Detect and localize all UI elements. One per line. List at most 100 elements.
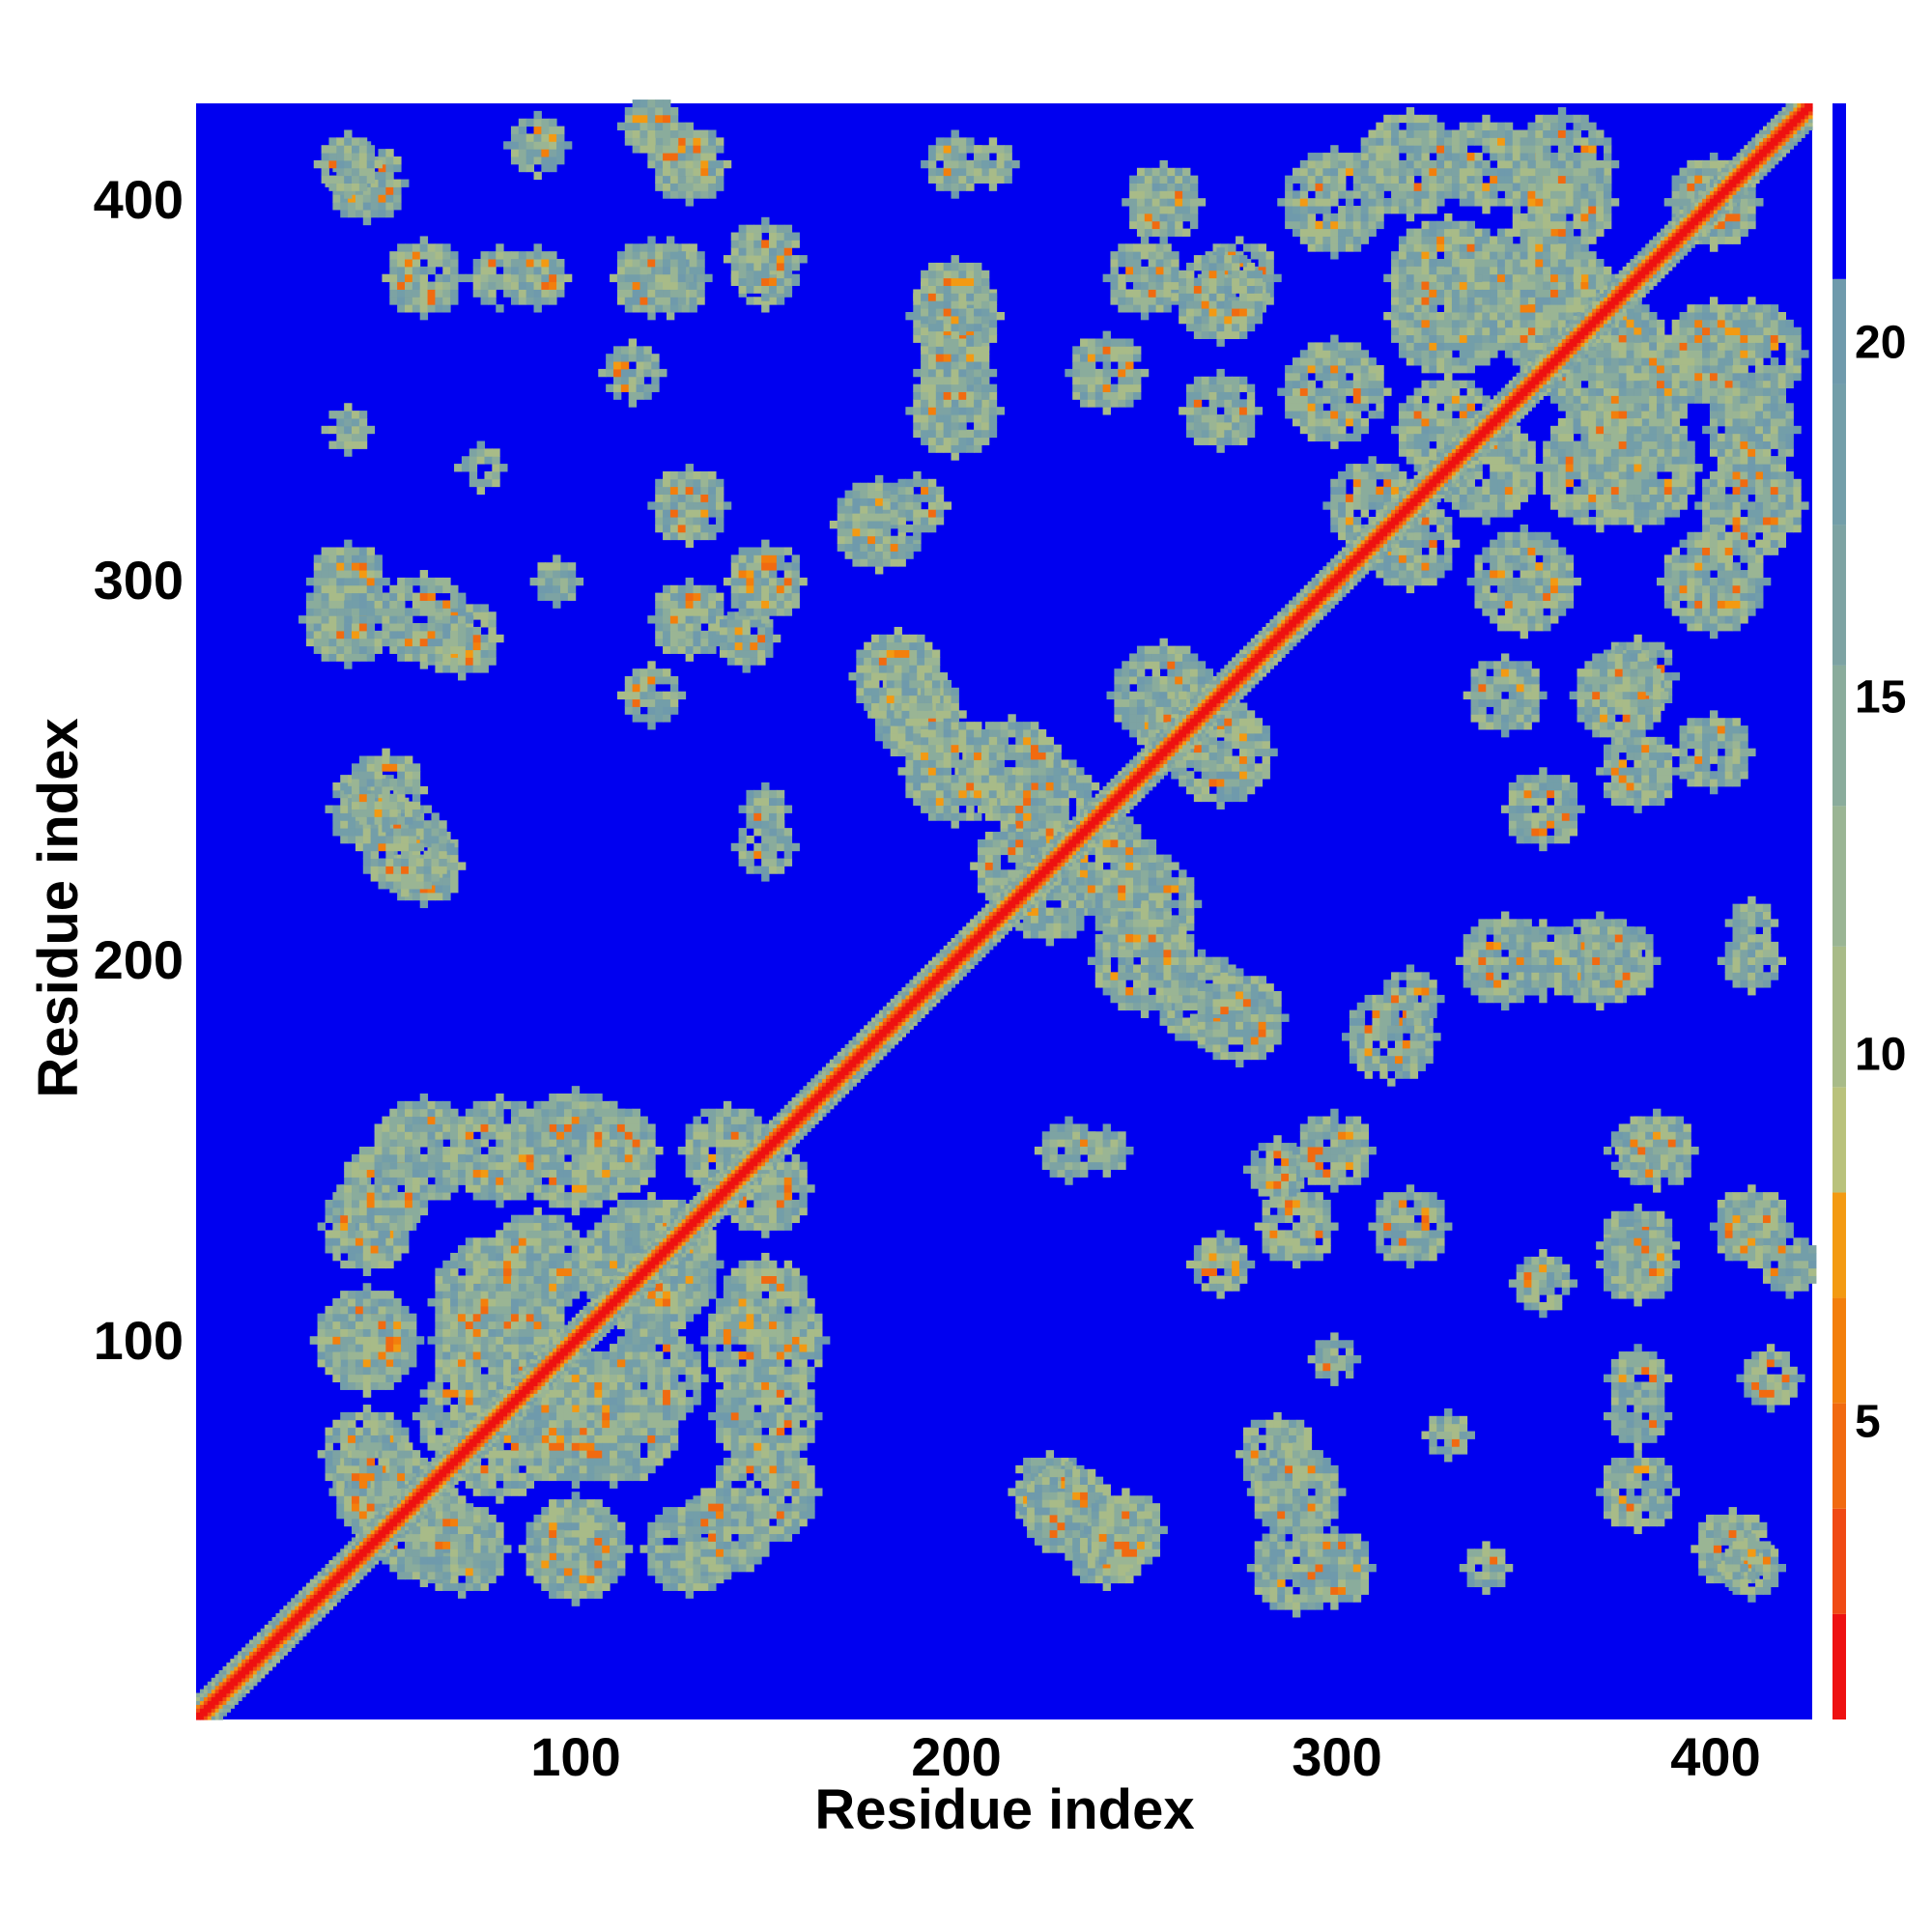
heatmap-cell (655, 1207, 664, 1216)
heatmap-cell (791, 1169, 800, 1178)
heatmap-cell (317, 1351, 327, 1360)
heatmap-cell (647, 1313, 656, 1322)
heatmap-cell (374, 1495, 383, 1504)
heatmap-cell (442, 1397, 451, 1406)
heatmap-cell (480, 1291, 489, 1299)
heatmap-cell (783, 1161, 793, 1171)
heatmap-cell (624, 1230, 634, 1238)
heatmap-cell (563, 1123, 573, 1132)
heatmap-cell (480, 1582, 489, 1591)
heatmap-cell (533, 1529, 542, 1538)
heatmap-cell (503, 1283, 512, 1292)
heatmap-cell (610, 1575, 618, 1584)
heatmap-cell (352, 1207, 360, 1216)
heatmap-cell (753, 1366, 762, 1376)
heatmap-cell (708, 1541, 717, 1549)
heatmap-cell (472, 1321, 482, 1329)
heatmap-cell (556, 1123, 565, 1132)
heatmap-cell (472, 1560, 482, 1569)
heatmap-cell (647, 1123, 656, 1132)
heatmap-cell (807, 1495, 815, 1504)
heatmap-cell (700, 1511, 709, 1520)
heatmap-cell (616, 1245, 626, 1254)
heatmap-cell (541, 1397, 550, 1406)
heatmap-cell (450, 1328, 459, 1337)
heatmap-cell (1368, 129, 1377, 138)
heatmap-cell (685, 1560, 694, 1569)
heatmap-cell (404, 1207, 413, 1216)
heatmap-cell (1421, 122, 1430, 130)
heatmap-cell (685, 1123, 694, 1132)
heatmap-cell (348, 1336, 356, 1345)
heatmap-cell (602, 1169, 611, 1178)
heatmap-cell (669, 1207, 679, 1216)
heatmap-cell (1709, 478, 1719, 488)
heatmap-cell (693, 1567, 701, 1577)
heatmap-cell (738, 1419, 747, 1429)
heatmap-cell (450, 1518, 459, 1527)
heatmap-cell (693, 1503, 701, 1512)
heatmap-cell (496, 1252, 504, 1262)
heatmap-cell (677, 1313, 687, 1322)
heatmap-cell (496, 1344, 504, 1352)
heatmap-cell (799, 1336, 808, 1345)
heatmap-cell (510, 1230, 520, 1238)
heatmap-cell (738, 1305, 747, 1315)
heatmap-cell (594, 1464, 603, 1474)
heatmap-cell (563, 1161, 573, 1171)
heatmap-cell (655, 1222, 664, 1231)
heatmap-cell (586, 1230, 595, 1238)
heatmap-cell (541, 1214, 550, 1224)
heatmap-cell (799, 1472, 808, 1482)
heatmap-cell (677, 1291, 687, 1299)
heatmap-cell (700, 1541, 709, 1549)
heatmap-cell (639, 1177, 648, 1185)
heatmap-cell (700, 1575, 709, 1584)
heatmap-cell (317, 1222, 327, 1231)
heatmap-cell (465, 1567, 474, 1577)
heatmap-cell (549, 1094, 557, 1102)
heatmap-cell (435, 1556, 443, 1565)
heatmap-cell (677, 1321, 687, 1329)
heatmap-cell (480, 1245, 489, 1254)
heatmap-cell (518, 1116, 527, 1124)
heatmap-cell (753, 1464, 762, 1474)
heatmap-cell (472, 1153, 482, 1163)
heatmap-cell (344, 1464, 353, 1474)
heatmap-cell (563, 1521, 573, 1531)
heatmap-cell (639, 1123, 648, 1132)
heatmap-cell (450, 1575, 459, 1584)
heatmap-cell (325, 1344, 333, 1352)
heatmap-cell (700, 1237, 709, 1246)
heatmap-cell (556, 1275, 565, 1284)
heatmap-cell (549, 1545, 557, 1553)
heatmap-cell (472, 1344, 482, 1352)
heatmap-cell (457, 1495, 467, 1504)
heatmap-cell (393, 1321, 402, 1329)
heatmap-cell (769, 1199, 778, 1208)
heatmap-cell (496, 1521, 504, 1531)
heatmap-cell (435, 1511, 443, 1520)
heatmap-cell (639, 1139, 648, 1148)
heatmap-cell (783, 1464, 793, 1474)
heatmap-cell (723, 1336, 732, 1345)
heatmap-cell (382, 1139, 390, 1148)
heatmap-cell (549, 1464, 557, 1474)
heatmap-cell (769, 1177, 778, 1185)
heatmap-cell (442, 1503, 451, 1512)
heatmap-cell (723, 1283, 732, 1292)
heatmap-cell (549, 1192, 557, 1201)
heatmap-cell (761, 1214, 770, 1224)
heatmap-cell (1429, 183, 1437, 191)
heatmap-cell (503, 1131, 512, 1140)
heatmap-cell (393, 1230, 402, 1238)
heatmap-cell (685, 1358, 694, 1368)
heatmap-cell (655, 1389, 664, 1398)
heatmap-cell (730, 1381, 740, 1390)
heatmap-cell (776, 1397, 785, 1406)
heatmap-cell (624, 1464, 634, 1474)
heatmap-cell (408, 1344, 417, 1352)
heatmap-cell (457, 1169, 467, 1178)
heatmap-cell (358, 1207, 368, 1216)
heatmap-cell (1429, 198, 1437, 207)
